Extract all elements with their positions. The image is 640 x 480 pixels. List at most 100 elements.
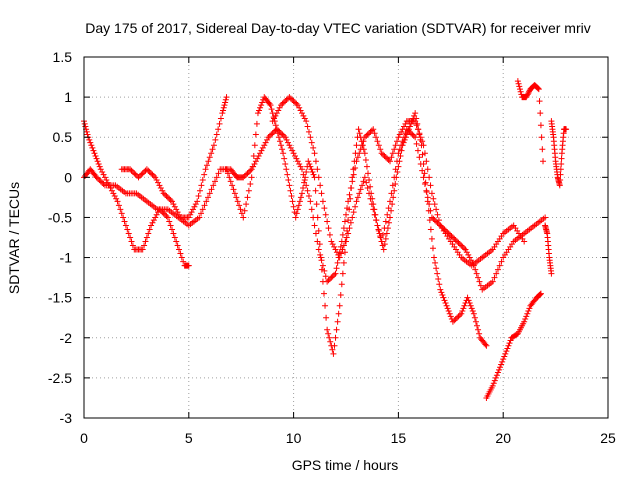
data-point	[286, 94, 293, 101]
data-point	[352, 150, 359, 157]
data-point	[331, 243, 338, 250]
data-point	[307, 163, 314, 170]
data-point	[146, 226, 153, 233]
data-point	[395, 163, 402, 170]
data-point	[259, 99, 266, 106]
data-point	[434, 211, 441, 218]
data-point	[359, 142, 366, 149]
data-point	[320, 290, 327, 297]
x-tick-label: 5	[185, 430, 193, 446]
data-point	[268, 131, 275, 138]
data-point	[371, 211, 378, 218]
data-point	[254, 155, 261, 162]
data-point	[500, 356, 507, 363]
data-point	[521, 238, 528, 245]
data-point	[465, 297, 472, 304]
data-point	[381, 241, 388, 248]
data-point	[340, 225, 347, 232]
data-point	[373, 134, 380, 141]
data-point	[407, 130, 414, 137]
x-tick-label: 25	[600, 430, 616, 446]
series-track-c	[118, 94, 230, 221]
data-point	[415, 126, 422, 133]
data-point	[463, 249, 470, 256]
data-point	[455, 239, 462, 246]
data-point	[328, 238, 335, 245]
data-point	[382, 218, 389, 225]
data-point	[363, 163, 370, 170]
x-tick-label: 20	[495, 430, 511, 446]
data-point	[403, 126, 410, 133]
axis-ticks: 0 5 10 15 20 25 -3 -2.5 -2 -1.5 -1 -0.5 0 0.5 1 1.5	[48, 49, 616, 446]
data-point	[258, 147, 265, 154]
data-point	[301, 115, 308, 122]
data-point	[345, 217, 352, 224]
data-point	[493, 372, 500, 379]
data-point	[221, 102, 228, 109]
data-point	[162, 191, 169, 198]
data-point	[366, 177, 373, 184]
data-point	[187, 211, 194, 218]
data-point	[538, 134, 545, 141]
data-point	[283, 136, 290, 143]
data-point	[343, 211, 349, 218]
data-point	[517, 88, 524, 95]
data-point	[394, 158, 401, 165]
data-point	[275, 134, 282, 141]
data-point	[210, 182, 217, 189]
data-point	[199, 206, 206, 213]
data-point	[198, 210, 205, 217]
data-point	[216, 120, 223, 127]
series-track-g	[514, 78, 547, 165]
data-point	[474, 322, 480, 329]
data-point	[349, 174, 356, 181]
data-point	[279, 131, 286, 138]
data-point	[451, 317, 458, 324]
y-tick-label: -1	[60, 250, 73, 266]
data-point	[452, 316, 459, 323]
data-point	[354, 194, 361, 201]
y-axis-label: SDTVAR / TECUs	[6, 182, 22, 294]
data-point	[390, 194, 397, 201]
data-point	[308, 166, 315, 173]
data-point	[427, 182, 434, 189]
data-point	[101, 174, 108, 181]
data-point	[155, 179, 162, 186]
data-point	[391, 146, 398, 153]
data-point	[217, 115, 224, 122]
data-point	[398, 142, 405, 149]
data-point	[473, 270, 480, 277]
data-point	[391, 187, 398, 194]
data-point	[280, 150, 287, 157]
data-point	[331, 342, 338, 349]
data-point	[269, 130, 276, 137]
data-point	[149, 219, 156, 226]
data-point	[501, 353, 508, 360]
data-point	[447, 313, 454, 320]
data-point	[332, 246, 339, 253]
data-point	[428, 214, 435, 221]
data-point	[308, 139, 315, 146]
data-point	[317, 254, 324, 261]
data-point	[310, 144, 317, 151]
data-point	[198, 182, 205, 189]
data-point	[164, 194, 171, 201]
data-point	[166, 218, 173, 225]
data-point	[430, 215, 437, 222]
data-point	[382, 235, 389, 242]
data-point	[464, 294, 471, 301]
data-point	[413, 140, 420, 147]
data-point	[150, 217, 157, 224]
data-point	[431, 254, 438, 261]
data-point	[349, 214, 356, 221]
data-point	[374, 222, 381, 229]
data-point	[124, 226, 131, 233]
data-point	[337, 291, 344, 298]
data-point	[222, 96, 229, 103]
data-point	[170, 201, 177, 208]
data-point	[293, 100, 300, 107]
data-point	[290, 150, 297, 157]
data-point	[432, 259, 439, 266]
data-point	[285, 177, 292, 184]
data-point	[290, 98, 297, 105]
